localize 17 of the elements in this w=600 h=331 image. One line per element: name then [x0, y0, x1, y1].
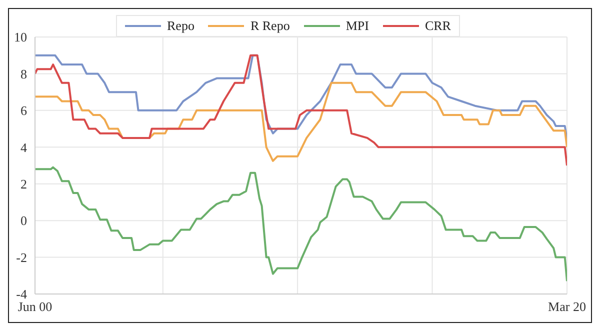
y-tick-label: 8: [20, 66, 27, 82]
x-tick-label: Mar 20: [548, 299, 586, 314]
y-tick-label: 0: [20, 213, 27, 228]
line-series: [35, 54, 567, 166]
y-tick-label: -2: [16, 250, 27, 265]
x-tick-label: Jun 00: [18, 299, 52, 314]
legend-label: Repo: [167, 18, 194, 34]
legend-label: R Repo: [250, 18, 290, 34]
legend-label: MPI: [346, 18, 369, 34]
line-series: [35, 82, 567, 162]
y-tick-label: 4: [20, 140, 28, 155]
legend-label: CRR: [424, 18, 451, 34]
y-tick-label: 2: [20, 176, 27, 192]
y-tick-label: 6: [20, 103, 28, 118]
y-tick-label: -4: [16, 286, 28, 302]
y-tick-label: 10: [14, 30, 27, 45]
line-series: [35, 166, 567, 282]
